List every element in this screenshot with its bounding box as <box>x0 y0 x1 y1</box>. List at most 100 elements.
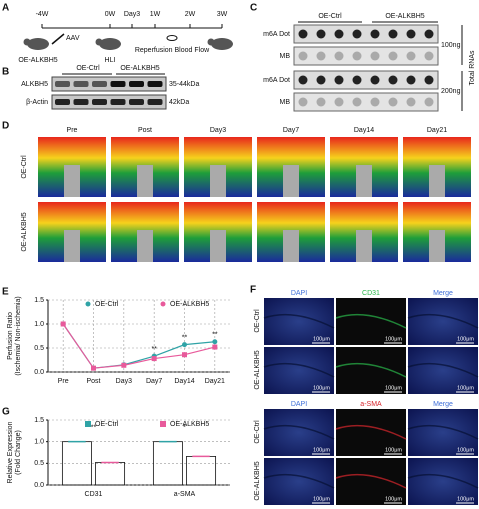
column-label: DAPI <box>291 290 307 297</box>
dot <box>406 75 416 85</box>
micrograph <box>336 347 406 394</box>
y-tick-label: 0.5 <box>34 345 44 352</box>
mouse-icon <box>99 38 121 50</box>
column-label: Day14 <box>354 127 374 134</box>
panel-label: F <box>250 285 256 296</box>
point <box>212 344 218 350</box>
image-gap <box>429 165 445 197</box>
dot <box>334 51 344 61</box>
row-label: OE-Ctrl <box>254 420 261 444</box>
band <box>55 99 70 105</box>
panel-label: B <box>2 67 9 78</box>
micrograph <box>336 458 406 505</box>
image-gap <box>283 165 299 197</box>
column-label: Merge <box>433 290 453 297</box>
scale-bar-label: 100μm <box>313 496 330 502</box>
image-gap <box>64 165 80 197</box>
tissue-line <box>407 424 479 440</box>
dot <box>406 97 416 107</box>
point <box>182 352 187 358</box>
significance-label: ** <box>151 346 157 353</box>
micrograph <box>264 458 334 505</box>
legend-label: OE-Ctrl <box>95 421 119 428</box>
dot <box>298 29 308 39</box>
size-label: 42kDa <box>169 99 189 106</box>
band <box>110 99 126 105</box>
row-label: OE-Ctrl <box>254 309 261 333</box>
micrograph <box>336 409 406 456</box>
eye-icon <box>166 35 178 41</box>
image-gap <box>64 230 80 262</box>
panel-label: E <box>2 287 9 298</box>
tissue-line <box>263 473 335 489</box>
scale-bar-label: 100μm <box>385 496 402 502</box>
significance-label: * <box>183 425 186 432</box>
significance-label: ** <box>182 334 188 341</box>
image-gap <box>210 230 226 262</box>
group-label: OE-Ctrl <box>76 65 100 72</box>
x-tick-label: Day21 <box>205 378 225 385</box>
dot-row-label: MB <box>280 53 291 60</box>
bar <box>95 462 126 486</box>
y-axis-label: Relative Expression <box>7 421 14 483</box>
mouse-head <box>207 38 215 46</box>
dot <box>406 51 416 61</box>
dot-strip <box>293 92 439 112</box>
dot <box>424 97 434 107</box>
dot-row-label: m6A Dot <box>263 31 290 38</box>
aav-label: AAV <box>66 35 80 42</box>
x-tick-label: Day7 <box>146 378 162 385</box>
tissue-line <box>263 362 335 378</box>
point <box>151 356 157 362</box>
timeline-label: -4W <box>36 11 49 18</box>
significance-label: ** <box>91 425 97 432</box>
tissue-line <box>335 424 407 440</box>
point <box>60 321 66 327</box>
y-tick-label: 1.5 <box>34 297 44 304</box>
scale-bar-label: 100μm <box>457 385 474 391</box>
dot <box>352 51 362 61</box>
y-tick-label: 0.5 <box>34 460 44 467</box>
blot <box>51 94 167 110</box>
blot-row-label: β-Actin <box>26 99 48 106</box>
image-gap <box>210 165 226 197</box>
x-tick-label: Day14 <box>174 378 194 385</box>
scale-bar-label: 100μm <box>457 336 474 342</box>
dot <box>388 75 398 85</box>
tissue-line <box>263 313 335 329</box>
y-axis-label: (Fold Change) <box>15 430 22 475</box>
tissue-line <box>335 362 407 378</box>
y-tick-label: 0.0 <box>34 482 44 489</box>
timeline-label: 2W <box>185 11 196 18</box>
syringe <box>51 33 65 45</box>
column-label: Day21 <box>427 127 447 134</box>
dot <box>406 29 416 39</box>
timeline-label: Day3 <box>124 11 140 18</box>
dot <box>334 29 344 39</box>
scale-bar-label: 100μm <box>385 336 402 342</box>
dot <box>370 97 380 107</box>
image-gap <box>283 230 299 262</box>
scale-bar-label: 100μm <box>457 496 474 502</box>
dot <box>316 75 326 85</box>
timeline-label: 3W <box>217 11 228 18</box>
point <box>182 342 187 348</box>
band <box>129 81 144 87</box>
dot-row-label: MB <box>280 99 291 106</box>
dot <box>370 51 380 61</box>
scale-bar-label: 100μm <box>313 385 330 391</box>
band <box>110 81 126 87</box>
row-label: OE-ALKBH5 <box>21 212 28 251</box>
column-label: Pre <box>67 127 78 134</box>
panel-label: C <box>250 3 257 14</box>
panel-label: D <box>2 121 9 132</box>
row-label: OE-Ctrl <box>21 155 28 179</box>
column-label: a-SMA <box>360 401 382 408</box>
dot <box>316 51 326 61</box>
mouse-icon <box>211 38 233 50</box>
point <box>121 362 127 368</box>
y-tick-label: 1.0 <box>34 321 44 328</box>
dot <box>352 97 362 107</box>
scale-bar-label: 100μm <box>385 385 402 391</box>
reperfusion-label: Reperfusion Blood Flow <box>135 47 210 54</box>
